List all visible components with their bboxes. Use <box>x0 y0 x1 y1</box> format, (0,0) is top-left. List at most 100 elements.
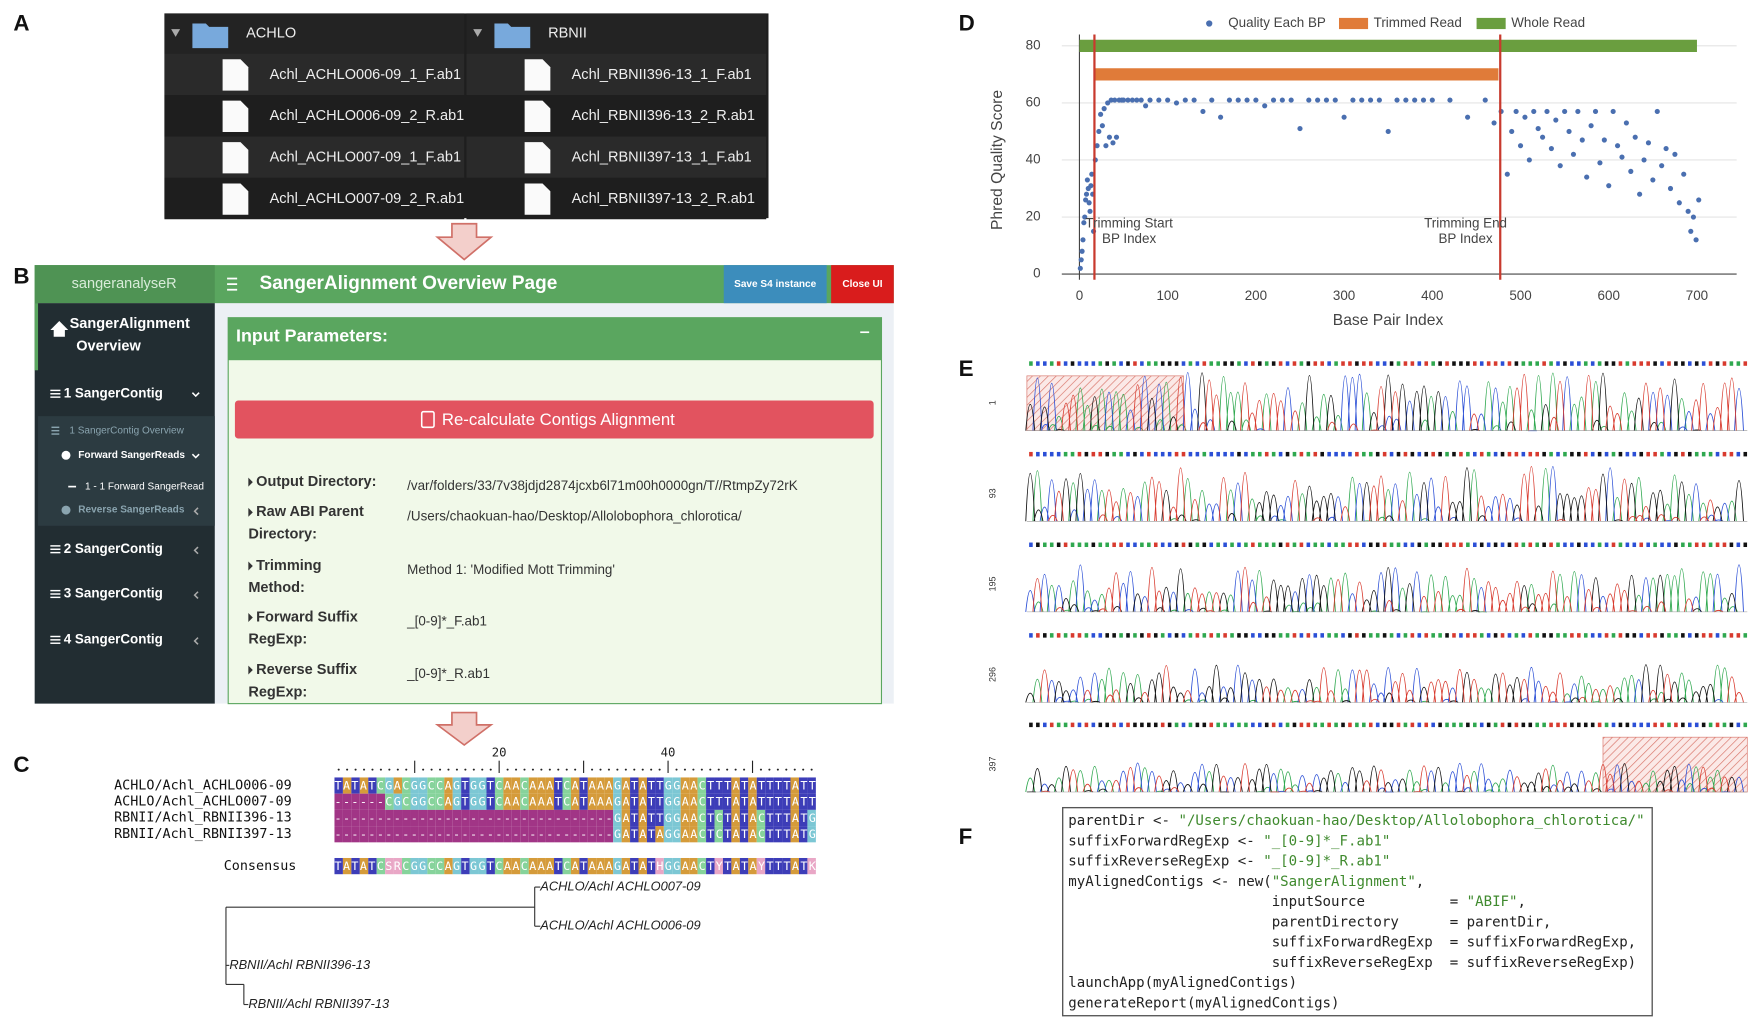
base-cell <box>739 809 749 827</box>
base-cell <box>613 809 622 827</box>
quality-point <box>1103 143 1109 149</box>
base-cell <box>427 793 436 810</box>
chevron <box>193 507 199 516</box>
quality-point <box>1297 126 1303 132</box>
quality-point <box>1080 237 1086 243</box>
base-cell <box>402 809 411 827</box>
base-call <box>1264 722 1269 728</box>
base-cell <box>435 826 445 843</box>
base-call <box>1119 542 1123 548</box>
quality-point <box>1663 145 1669 152</box>
base-call <box>1334 722 1338 728</box>
base-call <box>1639 722 1644 728</box>
base-cell <box>680 793 690 810</box>
trace <box>1025 765 1723 793</box>
base-call <box>1264 633 1269 638</box>
quality-point <box>1645 140 1652 146</box>
code-token: suffixForwardRegExp = suffixForwardRegEx… <box>1068 935 1636 951</box>
base-cell <box>528 826 538 843</box>
panel-label: F <box>959 824 973 849</box>
sidebar-item: 1 - 1 Forward SangerRead <box>85 481 204 492</box>
quality-point <box>1288 97 1294 103</box>
base-call <box>1431 451 1435 457</box>
base-cell <box>689 809 698 827</box>
base-cell <box>359 826 369 843</box>
base-call <box>1646 451 1650 457</box>
base-call <box>1681 451 1685 457</box>
base-call <box>1549 722 1553 728</box>
base-cell <box>646 809 656 827</box>
base-call <box>1355 361 1359 366</box>
sequence-name: ACHLO/Achl_ACHLO006-09 <box>114 778 292 793</box>
ruler-dot <box>759 768 762 771</box>
legend-label: Quality Each BP <box>1228 15 1326 30</box>
base-call <box>1126 722 1130 728</box>
base-call <box>1639 361 1644 366</box>
base-cell <box>697 857 707 875</box>
base-call <box>1216 722 1220 728</box>
base-call <box>1424 361 1429 366</box>
base-call <box>1743 722 1748 728</box>
base-call <box>1362 633 1366 638</box>
panel-label: C <box>13 752 29 777</box>
base-call <box>1556 722 1560 728</box>
base-cell <box>663 793 673 810</box>
base-call <box>1299 451 1304 457</box>
base-call <box>1674 451 1678 457</box>
base-cell <box>494 857 504 875</box>
base-call <box>1417 542 1422 548</box>
base-cell <box>773 793 783 810</box>
code-token: "/Users/chaokuan-hao/Desktop/Allolobopho… <box>1178 813 1644 829</box>
base-cell <box>385 809 394 827</box>
base-cell <box>402 857 411 875</box>
base-call <box>1542 542 1546 548</box>
x-tick-label: 400 <box>1421 288 1443 303</box>
base-call <box>1160 542 1165 548</box>
base-call <box>1674 633 1678 638</box>
quality-point <box>1226 97 1232 103</box>
base-call <box>1133 722 1137 728</box>
base-call <box>1264 542 1269 548</box>
base-call <box>1362 361 1366 366</box>
ruler-dot <box>346 768 349 771</box>
base-cell <box>613 826 622 843</box>
quality-point <box>1557 163 1563 169</box>
base-call <box>1334 633 1338 638</box>
param-label: Trimming <box>256 558 321 574</box>
base-cell <box>596 826 605 843</box>
base-cell <box>807 793 816 810</box>
base-cell <box>511 857 521 875</box>
base-cell <box>342 857 352 875</box>
base-call <box>1736 361 1741 366</box>
base-call <box>1549 451 1553 457</box>
base-cell <box>782 826 791 843</box>
quality-point <box>1403 97 1409 103</box>
ruler-dot <box>591 768 594 771</box>
base-call <box>1403 722 1408 728</box>
base-call <box>1209 633 1214 638</box>
base-cell <box>376 809 386 827</box>
sequence-name: RBNII/Achl_RBNII397-13 <box>114 827 292 842</box>
base-cell <box>790 809 799 827</box>
base-call <box>1271 361 1276 366</box>
code-line: myAlignedContigs <- new("SangerAlignment… <box>1068 874 1424 890</box>
base-call <box>1708 361 1713 366</box>
base-call <box>1646 633 1650 638</box>
quality-point <box>1077 265 1083 271</box>
base-cell <box>478 809 487 827</box>
code-token: "SangerAlignment" <box>1272 874 1416 890</box>
base-cell <box>655 857 664 875</box>
base-call <box>1195 633 1200 638</box>
y-tick-label: 80 <box>1026 37 1041 52</box>
file-row <box>466 95 767 137</box>
quality-point <box>1082 214 1088 220</box>
base-cell <box>376 826 386 843</box>
base-call <box>1604 361 1609 366</box>
quality-point <box>1138 97 1144 103</box>
base-call <box>1375 722 1380 728</box>
base-call <box>1091 633 1096 638</box>
base-call <box>1424 633 1429 638</box>
base-call <box>1563 361 1567 366</box>
base-cell <box>672 826 681 843</box>
